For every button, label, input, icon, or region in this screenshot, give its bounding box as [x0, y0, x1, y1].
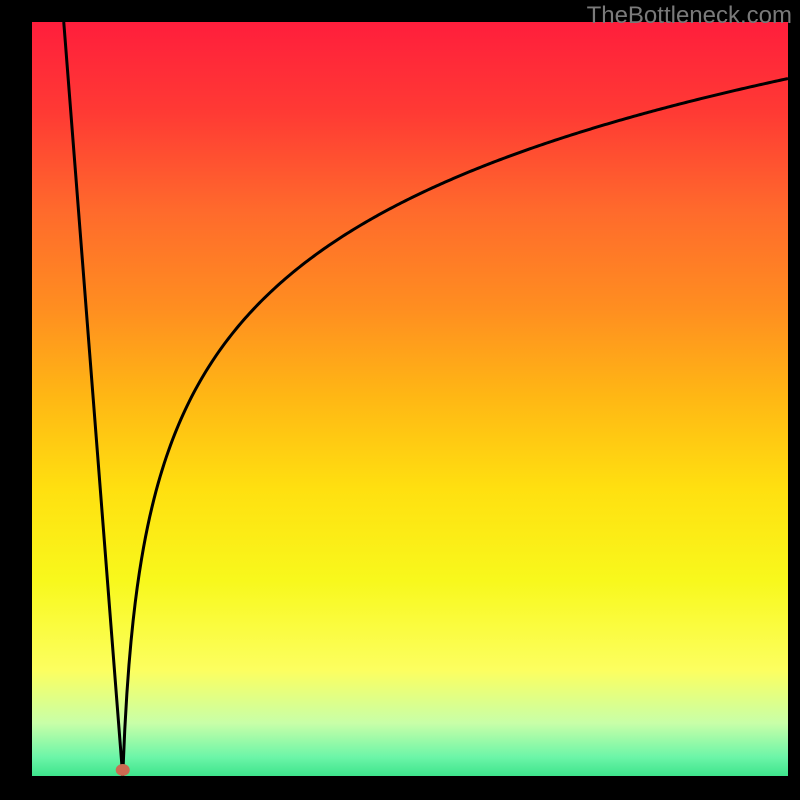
watermark-text: TheBottleneck.com — [587, 2, 792, 30]
gradient-background — [32, 22, 788, 776]
chart-svg — [0, 0, 800, 800]
chart-container: TheBottleneck.com — [0, 0, 800, 800]
minimum-marker — [116, 764, 130, 776]
